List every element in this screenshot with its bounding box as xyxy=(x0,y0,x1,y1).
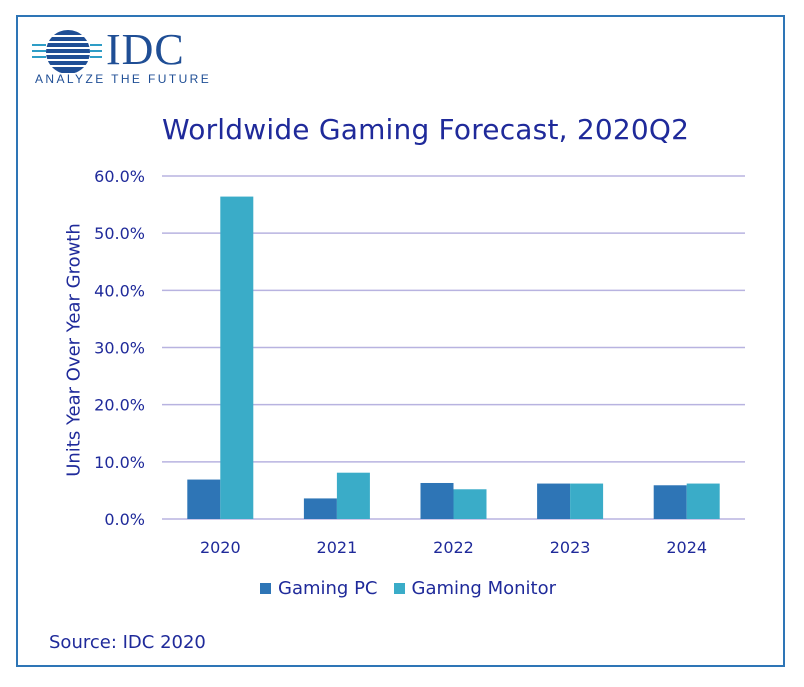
bar-gaming-pc-2022 xyxy=(420,482,454,519)
source-note: Source: IDC 2020 xyxy=(49,632,206,653)
bar-gaming-pc-2021 xyxy=(303,498,337,519)
legend-swatch-gaming-pc xyxy=(260,583,271,594)
x-tick-label: 2023 xyxy=(550,538,591,557)
bar-gaming-monitor-2024 xyxy=(686,483,720,519)
bar-gaming-pc-2020 xyxy=(187,479,221,519)
bar-gaming-pc-2024 xyxy=(653,485,687,519)
y-tick-label: 50.0% xyxy=(94,224,145,243)
y-tick-label: 40.0% xyxy=(94,281,145,300)
legend: Gaming PC Gaming Monitor xyxy=(260,578,556,599)
x-tick-label: 2024 xyxy=(666,538,707,557)
logo-tagline: ANALYZE THE FUTURE xyxy=(35,72,212,86)
y-tick-label: 0.0% xyxy=(104,510,145,529)
y-tick-label: 60.0% xyxy=(94,167,145,186)
legend-item-gaming-monitor: Gaming Monitor xyxy=(393,578,557,599)
bar-gaming-monitor-2021 xyxy=(336,472,370,519)
chart-frame xyxy=(16,15,785,667)
bar-gaming-monitor-2020 xyxy=(220,196,254,519)
globe-icon xyxy=(32,30,102,73)
x-tick-label: 2021 xyxy=(317,538,358,557)
y-tick-label: 30.0% xyxy=(94,339,145,358)
x-tick-label: 2022 xyxy=(433,538,474,557)
legend-label-gaming-monitor: Gaming Monitor xyxy=(411,578,557,599)
legend-swatch-gaming-monitor xyxy=(393,583,405,594)
idc-logo: IDC ANALYZE THE FUTURE xyxy=(32,25,209,90)
bar-gaming-monitor-2022 xyxy=(453,489,487,519)
bar-gaming-pc-2023 xyxy=(537,483,571,519)
legend-item-gaming-pc: Gaming PC xyxy=(260,578,378,599)
x-tick-label: 2020 xyxy=(200,538,241,557)
y-tick-label: 20.0% xyxy=(94,396,145,415)
logo-wordmark: IDC xyxy=(106,25,185,74)
legend-label-gaming-pc: Gaming PC xyxy=(278,578,378,599)
y-tick-label: 10.0% xyxy=(94,453,145,472)
bar-gaming-monitor-2023 xyxy=(570,483,604,519)
chart-title: Worldwide Gaming Forecast, 2020Q2 xyxy=(162,113,690,146)
